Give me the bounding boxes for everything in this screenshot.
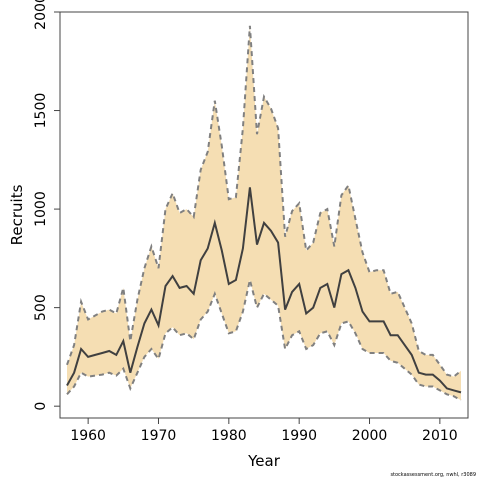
footer-credit: stockassessment.org, nwhl, r3089 [390, 472, 476, 478]
plot-area [66, 25, 462, 402]
confidence-band [67, 25, 461, 401]
y-tick-label: 1000 [33, 191, 49, 227]
y-tick-label: 1500 [33, 93, 49, 129]
y-tick-label: 2000 [33, 0, 49, 30]
x-tick-label: 2010 [422, 428, 458, 444]
x-tick-label: 1980 [211, 428, 247, 444]
y-axis: 0 500 1000 1500 2000 [33, 0, 61, 411]
x-tick-label: 1990 [281, 428, 317, 444]
x-axis: 1960 1970 1980 1990 2000 2010 [70, 417, 458, 444]
x-tick-label: 1970 [141, 428, 177, 444]
upper-bound-line [66, 25, 462, 378]
y-axis-title: Recruits [8, 184, 26, 245]
x-axis-title: Year [247, 452, 281, 470]
x-tick-label: 1960 [70, 428, 106, 444]
y-tick-label: 0 [33, 402, 49, 411]
lower-bound-line [66, 279, 462, 402]
estimate-line [66, 187, 462, 394]
x-tick-label: 2000 [352, 428, 388, 444]
y-tick-label: 500 [33, 294, 49, 321]
